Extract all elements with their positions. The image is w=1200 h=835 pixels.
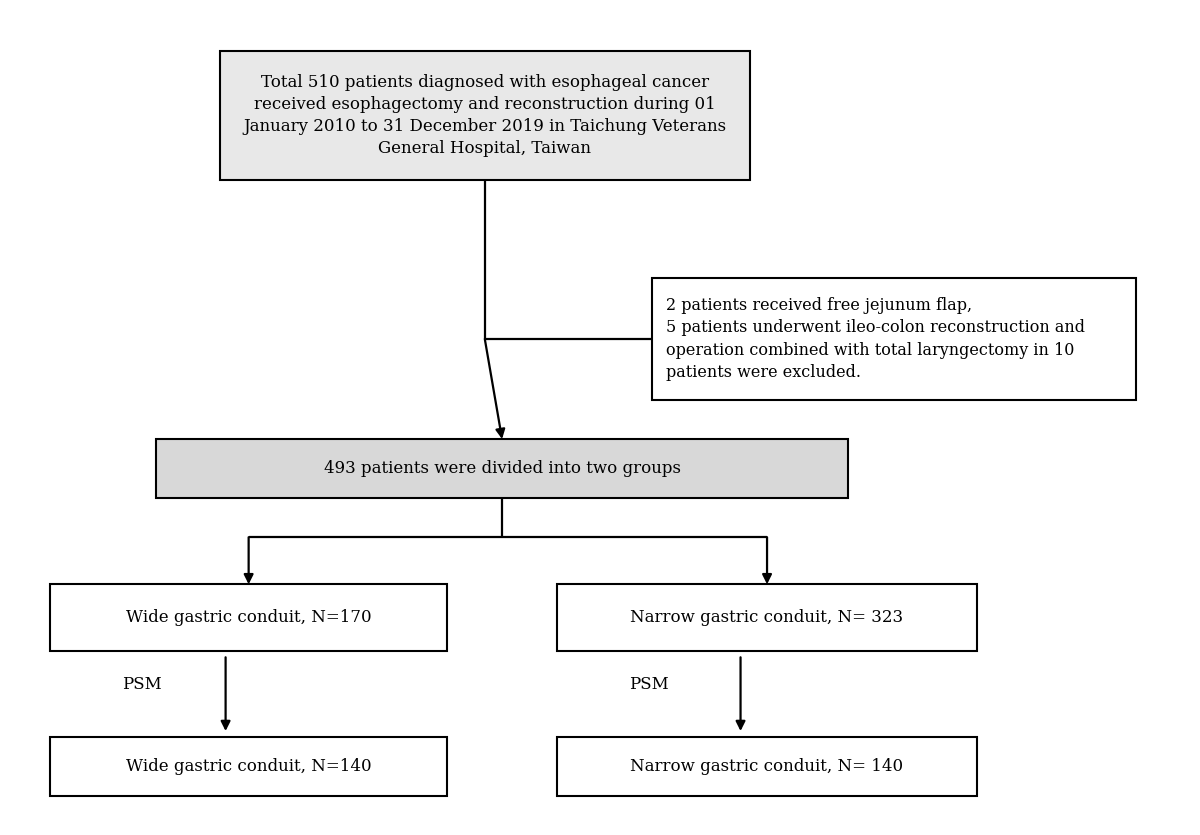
Text: Narrow gastric conduit, N= 140: Narrow gastric conduit, N= 140 bbox=[630, 758, 904, 775]
Text: Narrow gastric conduit, N= 323: Narrow gastric conduit, N= 323 bbox=[630, 610, 904, 626]
Bar bbox=[220, 51, 750, 180]
Text: Wide gastric conduit, N=170: Wide gastric conduit, N=170 bbox=[126, 610, 372, 626]
Text: PSM: PSM bbox=[122, 676, 162, 693]
Bar bbox=[557, 584, 977, 651]
Bar bbox=[50, 737, 448, 797]
Bar bbox=[50, 584, 448, 651]
Bar bbox=[557, 737, 977, 797]
Bar bbox=[652, 278, 1135, 400]
Text: 2 patients received free jejunum flap,
5 patients underwent ileo-colon reconstru: 2 patients received free jejunum flap, 5… bbox=[666, 297, 1085, 381]
Text: 493 patients were divided into two groups: 493 patients were divided into two group… bbox=[324, 460, 680, 477]
Text: Total 510 patients diagnosed with esophageal cancer
received esophagectomy and r: Total 510 patients diagnosed with esopha… bbox=[244, 73, 726, 157]
Bar bbox=[156, 439, 847, 498]
Text: Wide gastric conduit, N=140: Wide gastric conduit, N=140 bbox=[126, 758, 372, 775]
Text: PSM: PSM bbox=[629, 676, 668, 693]
